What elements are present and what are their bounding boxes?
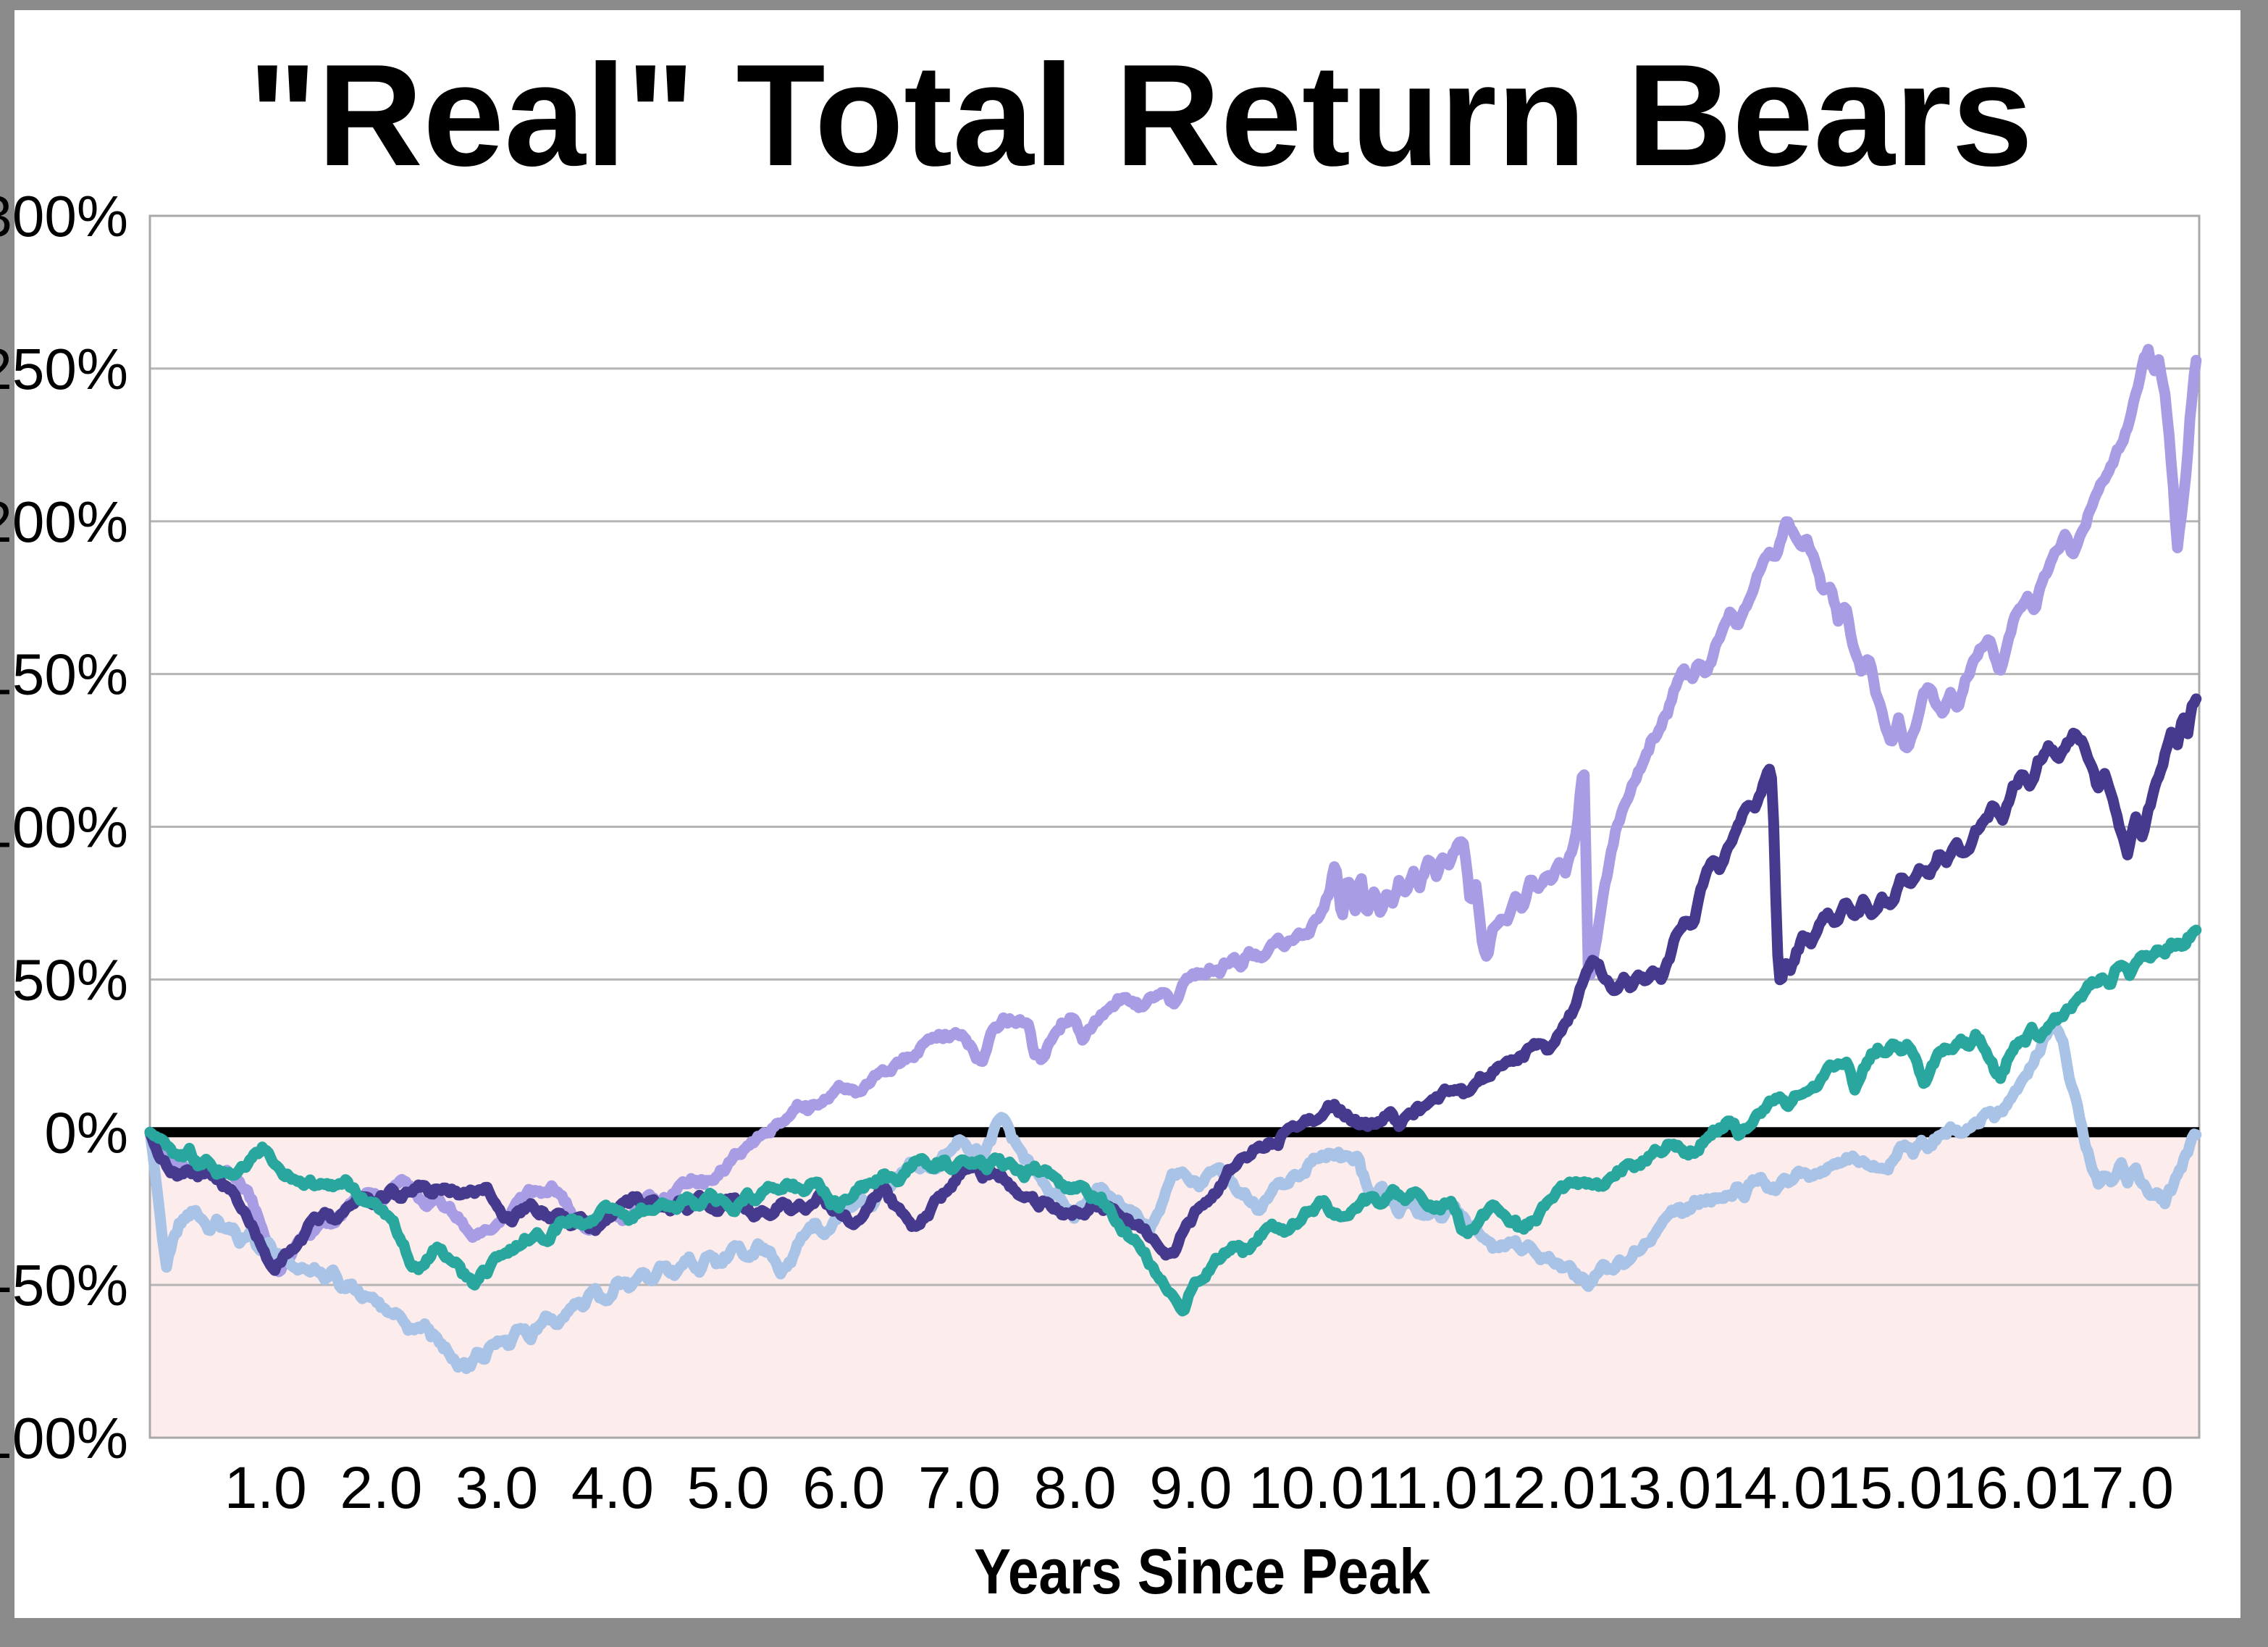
- y-tick-label-100%: 100%: [0, 795, 128, 860]
- x-tick-label-8.0: 8.0: [1034, 1455, 1117, 1521]
- y-tick-label--100%: -100%: [0, 1406, 128, 1470]
- x-tick-label-9.0: 9.0: [1149, 1455, 1232, 1521]
- x-tick-label-15.0: 15.0: [1827, 1455, 1943, 1521]
- x-tick-label-6.0: 6.0: [802, 1455, 885, 1521]
- x-tick-label-1.0: 1.0: [224, 1455, 307, 1521]
- x-axis-title: Years Since Peak: [974, 1535, 1431, 1607]
- x-tick-label-13.0: 13.0: [1595, 1455, 1711, 1521]
- y-tick-label-200%: 200%: [0, 490, 128, 554]
- y-tick-label-250%: 250%: [0, 337, 128, 401]
- y-tick-label-300%: 300%: [0, 184, 128, 248]
- y-tick-label--50%: -50%: [0, 1253, 128, 1317]
- dark-purple-series-line: [144, 693, 2202, 1276]
- x-tick-label-10.0: 10.0: [1248, 1455, 1364, 1521]
- y-tick-label-50%: 50%: [12, 947, 128, 1012]
- plot-border: [148, 214, 2201, 1439]
- x-tick-label-3.0: 3.0: [455, 1455, 538, 1521]
- x-tick-label-5.0: 5.0: [687, 1455, 770, 1521]
- lavender-series-line: [144, 343, 2202, 1278]
- teal-series-line: [144, 924, 2202, 1317]
- light-blue-series-line: [144, 1019, 2202, 1375]
- axis-labels: 300% 250% 200% 150% 100% 50% 0% -50% -100% 1.0 2.0…: [0, 184, 2174, 1521]
- x-tick-label-12.0: 12.0: [1480, 1455, 1596, 1521]
- x-tick-label-14.0: 14.0: [1711, 1455, 1827, 1521]
- chart-title: "Real" Total Return Bears: [248, 35, 2033, 196]
- x-tick-label-11.0: 11.0: [1366, 1455, 1478, 1521]
- y-tick-label-0%: 0%: [44, 1100, 128, 1165]
- x-tick-label-17.0: 17.0: [2058, 1455, 2174, 1521]
- x-tick-label-2.0: 2.0: [340, 1455, 422, 1521]
- plot-series: [144, 343, 2202, 1375]
- x-tick-label-4.0: 4.0: [571, 1455, 654, 1521]
- y-tick-label-150%: 150%: [0, 642, 128, 707]
- x-tick-label-7.0: 7.0: [918, 1455, 1001, 1521]
- x-tick-label-16.0: 16.0: [1943, 1455, 2059, 1521]
